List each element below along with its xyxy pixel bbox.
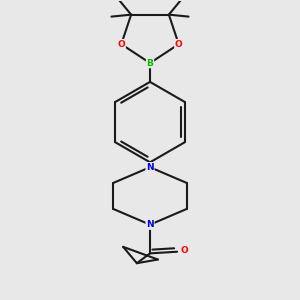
Text: N: N: [146, 220, 154, 229]
Text: O: O: [175, 40, 183, 49]
Text: O: O: [180, 246, 188, 255]
Text: B: B: [147, 58, 153, 68]
Text: O: O: [117, 40, 125, 49]
Text: N: N: [146, 163, 154, 172]
